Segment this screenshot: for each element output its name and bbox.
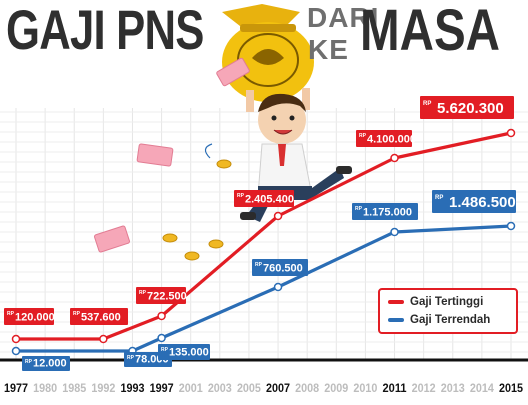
title-gaji-pns: GAJI PNS <box>6 0 204 61</box>
data-label-box <box>136 287 186 304</box>
x-tick-label: 2011 <box>383 383 408 395</box>
x-tick-label: 2014 <box>470 383 495 395</box>
title-dari: DARI <box>307 2 380 33</box>
data-label-currency: RP <box>355 206 363 212</box>
legend-swatch-tertinggi <box>388 300 404 304</box>
data-point <box>273 282 283 292</box>
title-ke: KE <box>308 34 349 65</box>
data-label-currency: RP <box>359 133 367 139</box>
x-tick-label: 1977 <box>4 383 28 395</box>
data-point <box>390 227 399 237</box>
data-label-box <box>420 96 514 119</box>
data-label-box <box>432 190 516 213</box>
data-label-value: 1.486.500 <box>449 194 516 211</box>
data-point <box>99 334 108 344</box>
x-tick-label: 2009 <box>324 383 348 395</box>
legend-label-tertinggi: Gaji Tertinggi <box>410 296 484 308</box>
x-tick-label: 1997 <box>150 383 174 395</box>
series-line-tertinggi <box>16 131 512 341</box>
data-label-currency: RP <box>73 311 81 317</box>
data-point <box>506 221 516 231</box>
data-label-value: 135.000 <box>169 347 209 359</box>
data-label-box <box>158 344 210 360</box>
x-tick-label: 1985 <box>62 383 87 395</box>
x-tick-label: 2005 <box>237 383 262 395</box>
data-point <box>11 346 21 356</box>
data-label-value: 120.000 <box>15 312 55 324</box>
data-label-currency: RP <box>7 311 15 317</box>
data-label-value: 1.175.000 <box>363 207 412 219</box>
data-label-value: 537.600 <box>81 312 121 324</box>
money-bag-icon <box>222 4 314 102</box>
series-line-terrendah <box>16 224 512 353</box>
data-label-value: 5.620.300 <box>437 100 504 117</box>
data-label-value: 2.405.400 <box>245 194 294 206</box>
legend-swatch-terrendah <box>388 318 404 322</box>
x-tick-label: 1992 <box>91 383 115 395</box>
data-label-box <box>22 356 70 371</box>
data-label-value: 722.500 <box>147 291 187 303</box>
data-label-currency: RP <box>255 262 263 268</box>
data-point <box>506 128 516 138</box>
data-label-currency: RP <box>139 290 147 296</box>
legend-item-tertinggi: Gaji Tertinggi <box>388 296 483 308</box>
data-label-currency: RP <box>127 355 135 361</box>
x-tick-label: 2001 <box>179 383 204 395</box>
data-label-value: 760.500 <box>263 263 303 275</box>
x-tick-label: 2008 <box>295 383 320 395</box>
x-tick-label: 2010 <box>353 383 377 395</box>
data-point <box>11 334 21 344</box>
banknote-icon <box>94 57 250 253</box>
data-label-box <box>252 259 308 276</box>
x-tick-label: 2012 <box>412 383 436 395</box>
chart-legend: Gaji Tertinggi Gaji Terrendah <box>378 288 518 334</box>
data-point <box>273 211 283 221</box>
x-tick-label: 2013 <box>441 383 465 395</box>
data-label-box <box>70 308 128 325</box>
data-label-box <box>356 130 412 147</box>
x-tick-label: 1980 <box>33 383 57 395</box>
person-icon <box>240 88 352 222</box>
x-tick-label: 2007 <box>266 383 290 395</box>
data-label-currency: RP <box>237 193 245 199</box>
x-tick-label: 2015 <box>499 383 524 395</box>
data-label-currency: RP <box>161 347 169 353</box>
data-label-box <box>4 308 54 325</box>
coin-icon <box>162 143 232 261</box>
x-tick-label: 2003 <box>208 383 232 395</box>
legend-label-terrendah: Gaji Terrendah <box>410 314 491 326</box>
title-masa: MASA <box>360 0 501 63</box>
data-point <box>157 311 166 321</box>
x-tick-label: 1993 <box>120 383 144 395</box>
data-point <box>157 333 166 343</box>
data-label-box <box>352 203 418 220</box>
legend-item-terrendah: Gaji Terrendah <box>388 314 490 326</box>
data-label-currency: RP <box>25 359 33 365</box>
data-point <box>390 153 399 163</box>
data-label-value: 4.100.000 <box>367 134 416 146</box>
data-label-currency: RP <box>435 195 443 201</box>
data-label-currency: RP <box>423 101 431 107</box>
data-label-box <box>234 190 294 207</box>
data-label-value: 12.000 <box>33 358 67 370</box>
